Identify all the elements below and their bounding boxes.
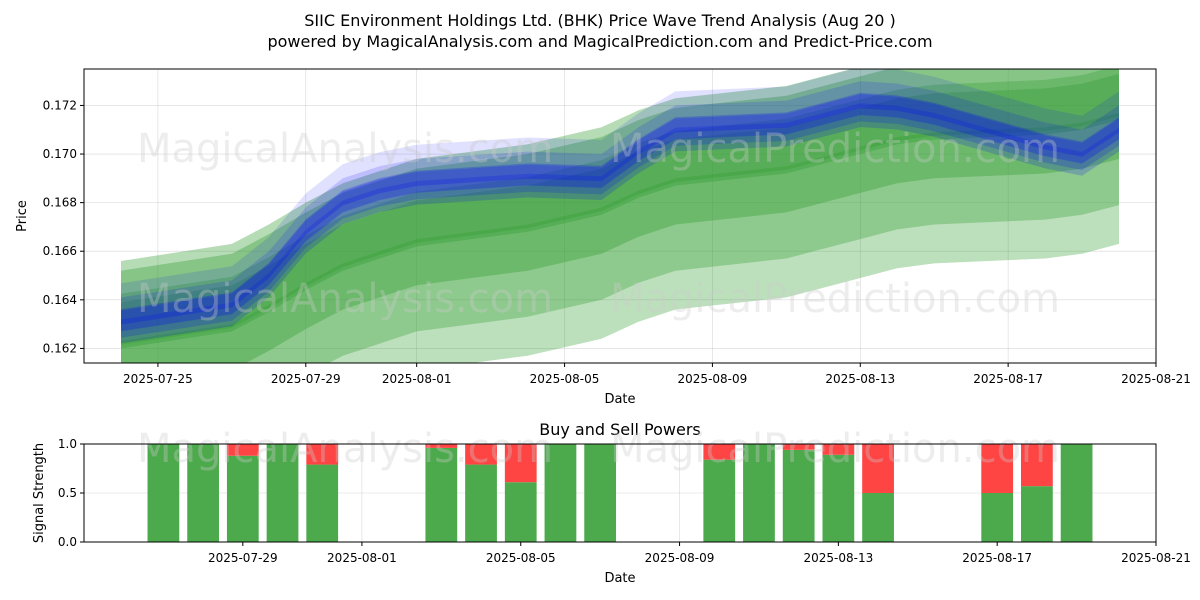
price-ytick-label: 0.162 xyxy=(43,341,77,355)
buy-bar xyxy=(544,444,577,542)
price-axes-frame xyxy=(83,68,1157,364)
blue-wave-band-0 xyxy=(121,69,1119,331)
sell-bar xyxy=(1021,444,1053,487)
price-xtick-label: 2025-07-29 xyxy=(271,372,341,386)
sell-bar xyxy=(981,444,1014,493)
signal-xlabel: Date xyxy=(604,571,635,586)
signal-xtick-label: 2025-08-21 xyxy=(1121,551,1191,565)
price-ytick-label: 0.164 xyxy=(43,293,77,307)
blue-wave-band-4 xyxy=(121,92,1119,325)
price-ticks: 2025-07-25 2025-07-29 2025-08-01 2025-08-05… xyxy=(43,98,1191,386)
green-wave-band-4 xyxy=(121,69,1119,345)
buy-bar xyxy=(1060,444,1093,542)
sell-bar xyxy=(862,444,894,493)
blue-wave-band-3 xyxy=(121,103,1119,344)
sell-bar xyxy=(822,444,855,455)
green-wave-band-2 xyxy=(121,69,1119,363)
signal-title: Buy and Sell Powers xyxy=(539,420,701,439)
signal-xtick-label: 2025-08-01 xyxy=(327,551,397,565)
buy-bar xyxy=(465,464,497,542)
buy-bar xyxy=(425,447,458,542)
price-bands xyxy=(121,69,1119,363)
price-grid xyxy=(84,69,1157,363)
price-xtick-label: 2025-08-01 xyxy=(382,372,452,386)
buy-bar xyxy=(743,444,775,542)
buy-bar xyxy=(187,444,219,542)
watermark-top-left: MagicalAnalysis.com xyxy=(137,126,553,172)
signal-xtick-label: 2025-08-09 xyxy=(645,551,715,565)
price-xtick-label: 2025-07-25 xyxy=(123,372,193,386)
price-xlabel: Date xyxy=(604,392,635,407)
buy-bar xyxy=(584,444,617,542)
buy-bar xyxy=(703,459,736,542)
buy-bar xyxy=(306,464,339,542)
buy-bar xyxy=(862,493,894,542)
buy-bar xyxy=(782,449,815,542)
buy-bar xyxy=(226,455,259,542)
buy-bar xyxy=(822,454,855,542)
price-ytick-label: 0.172 xyxy=(43,98,77,112)
price-xtick-label: 2025-08-13 xyxy=(825,372,895,386)
signal-ylabel: Signal Strength xyxy=(32,443,47,543)
sell-bar xyxy=(226,444,259,456)
signal-panel: Buy and Sell Powers MagicalAnalysis.com … xyxy=(32,420,1191,586)
sell-bar xyxy=(425,444,458,448)
watermark-mid-right: MagicalPrediction.com xyxy=(610,276,1060,322)
watermark-mid-left: MagicalAnalysis.com xyxy=(137,276,553,322)
green-wave-band-3 xyxy=(121,69,1119,349)
price-ytick-label: 0.168 xyxy=(43,196,77,210)
sell-bar xyxy=(306,444,339,465)
sell-bar xyxy=(703,444,736,460)
signal-xtick-label: 2025-08-05 xyxy=(486,551,556,565)
price-xtick-label: 2025-08-21 xyxy=(1121,372,1191,386)
price-ytick-label: 0.170 xyxy=(43,147,77,161)
price-ylabel: Price xyxy=(15,200,30,232)
price-xtick-label: 2025-08-17 xyxy=(973,372,1043,386)
signal-bars xyxy=(147,444,1093,542)
buy-bar xyxy=(1021,486,1053,542)
sell-bar xyxy=(465,444,497,465)
watermark-top-right: MagicalPrediction.com xyxy=(610,126,1060,172)
blue-wave-band-1 xyxy=(121,81,1119,332)
price-panel: MagicalAnalysis.com MagicalPrediction.co… xyxy=(15,68,1191,407)
blue-wave-band-2 xyxy=(121,94,1119,338)
signal-ytick-label: 0.0 xyxy=(58,535,77,549)
signal-xtick-label: 2025-08-13 xyxy=(803,551,873,565)
green-wave-band-0 xyxy=(121,112,1119,363)
chart-title-line1: SIIC Environment Holdings Ltd. (BHK) Pri… xyxy=(304,11,896,30)
buy-bar xyxy=(981,493,1014,542)
price-xtick-label: 2025-08-09 xyxy=(678,372,748,386)
signal-xtick-label: 2025-08-17 xyxy=(962,551,1032,565)
green-wave-band-1 xyxy=(121,73,1119,363)
buy-bar xyxy=(147,444,180,542)
sell-bar xyxy=(504,444,537,483)
price-ytick-label: 0.166 xyxy=(43,244,77,258)
watermark-bottom-right: MagicalPrediction.com xyxy=(610,426,1060,472)
buy-bar xyxy=(504,482,537,542)
watermark-bottom-left: MagicalAnalysis.com xyxy=(137,426,553,472)
signal-ticks: 2025-07-29 2025-08-01 2025-08-05 2025-08-09… xyxy=(58,437,1191,565)
buy-bar xyxy=(266,444,299,542)
sell-bar xyxy=(782,444,815,450)
signal-ytick-label: 0.5 xyxy=(58,486,77,500)
signal-ytick-label: 1.0 xyxy=(58,437,77,451)
price-xtick-label: 2025-08-05 xyxy=(530,372,600,386)
signal-xtick-label: 2025-07-29 xyxy=(208,551,278,565)
chart-title-line2: powered by MagicalAnalysis.com and Magic… xyxy=(267,32,932,51)
